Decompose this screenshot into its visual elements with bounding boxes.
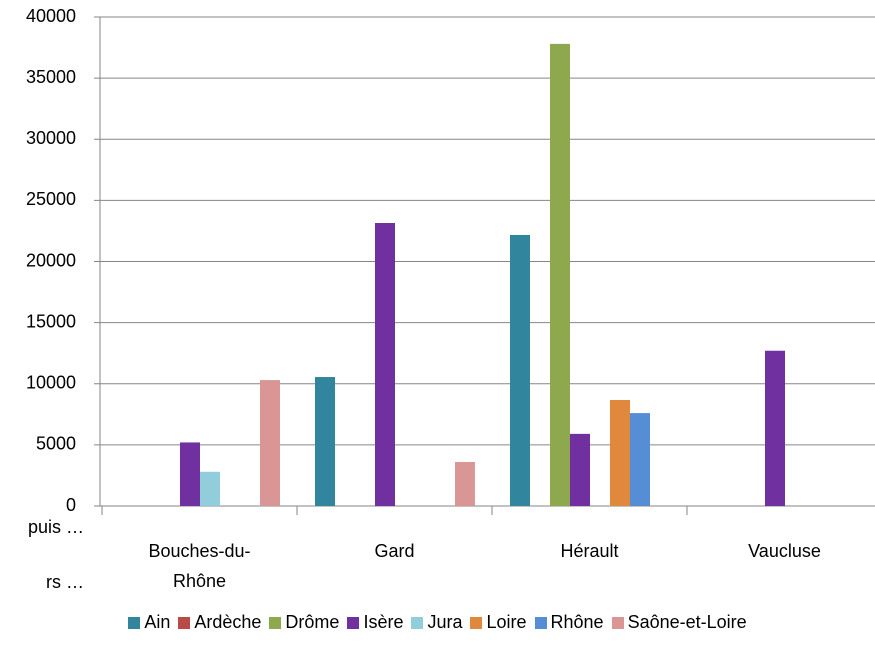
bar (550, 43, 570, 507)
x-tick-label: Hérault (560, 541, 619, 561)
legend-swatch (178, 616, 191, 629)
bar (315, 377, 335, 506)
bar (200, 471, 220, 506)
x-tick-label: Gard (374, 541, 415, 561)
legend-item: Ain (128, 612, 170, 633)
legend-swatch (470, 616, 483, 629)
y-tick-label: 30000 (26, 128, 76, 148)
legend-item: Jura (411, 612, 462, 633)
y-tick-label: 5000 (36, 434, 76, 454)
legend-item: Saône-et-Loire (611, 612, 747, 633)
legend-label: Isère (363, 612, 404, 632)
bar (180, 442, 200, 506)
bar (260, 380, 280, 506)
y-tick-label: 40000 (26, 6, 76, 26)
bar (375, 222, 395, 506)
annotation: puis … (28, 517, 84, 537)
y-tick-label: 35000 (26, 67, 76, 87)
legend-label: Jura (427, 612, 463, 632)
legend-label: Rhône (550, 612, 604, 632)
legend-item: Drôme (269, 612, 339, 633)
legend-item: Rhône (534, 612, 604, 633)
y-tick-label: 0 (66, 495, 76, 515)
legend-label: Saône-et-Loire (627, 612, 747, 632)
legend-label: Ardèche (194, 612, 262, 632)
bar (765, 350, 785, 506)
legend-swatch (128, 616, 141, 629)
legend-item: Loire (470, 612, 527, 633)
legend-swatch (347, 616, 360, 629)
y-tick-label: 10000 (26, 373, 76, 393)
legend-item: Ardèche (178, 612, 261, 633)
legend: Ain Ardèche Drôme Isère Jura Loire Rhône Saône-… (0, 612, 875, 633)
legend-swatch (534, 616, 547, 629)
legend-label: Ain (144, 612, 171, 632)
y-tick-label: 25000 (26, 189, 76, 209)
legend-swatch (611, 616, 624, 629)
legend-item: Isère (347, 612, 403, 633)
bar (570, 433, 590, 506)
bar (630, 413, 650, 506)
legend-swatch (269, 616, 282, 629)
y-tick-label: 15000 (26, 311, 76, 331)
y-tick-label: 20000 (26, 250, 76, 270)
legend-label: Drôme (285, 612, 340, 632)
legend-label: Loire (486, 612, 527, 632)
x-tick-label: Bouches-du-Rhône (148, 541, 251, 591)
legend-swatch (411, 616, 424, 629)
annotation: rs … (46, 572, 84, 592)
bar (510, 234, 530, 507)
bar (610, 400, 630, 506)
x-tick-label: Vaucluse (748, 541, 821, 561)
bar (455, 461, 475, 506)
